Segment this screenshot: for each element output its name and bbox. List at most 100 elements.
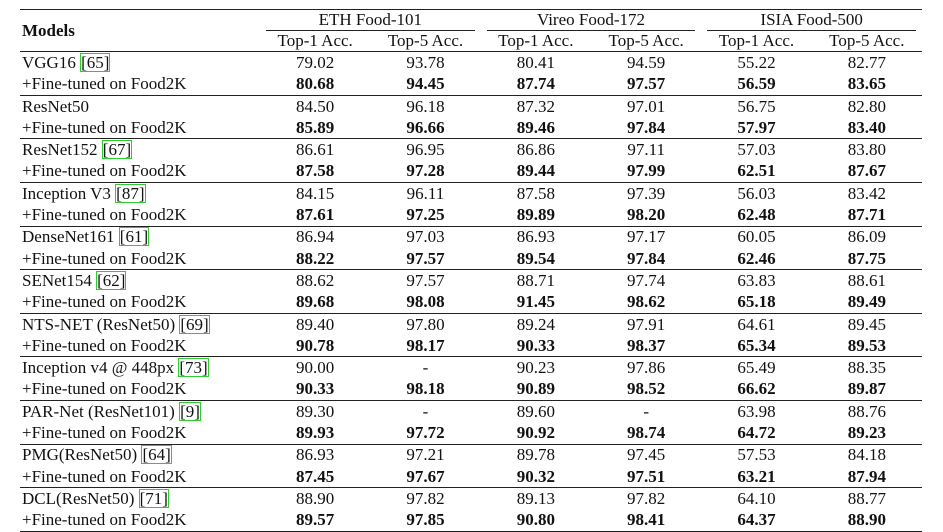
model-cell: PMG(ResNet50) [64] (20, 443, 260, 466)
value-cell: 89.93 (296, 422, 335, 442)
value-cell: 98.62 (627, 292, 666, 312)
value-cell: 56.75 (701, 94, 812, 118)
model-cell: Inception V3 [87] (20, 182, 260, 205)
value-cell: 83.65 (847, 74, 886, 94)
table-row: ResNet50 84.50 96.18 87.32 97.01 56.75 82.80 (20, 94, 922, 118)
model-name: DCL(ResNet50) (22, 488, 135, 508)
group-label: ETH Food-101 (266, 10, 475, 32)
value-cell: 55.22 (701, 51, 812, 74)
value-cell: 88.62 (260, 269, 371, 292)
value-cell: 89.60 (480, 400, 591, 423)
model-cell: +Fine-tuned on Food2K (20, 422, 260, 444)
value-cell: 97.72 (406, 422, 445, 442)
table-row: +Fine-tuned on Food2K 88.22 97.57 89.54 97.8… (20, 248, 922, 270)
value-cell: 83.40 (847, 117, 886, 137)
table-body: VGG16 [65] 79.02 93.78 80.41 94.59 55.22 82.77… (20, 51, 922, 532)
citation: [71] (138, 488, 169, 508)
value-cell: 97.84 (627, 248, 666, 268)
value-cell: 97.74 (590, 269, 702, 292)
model-name: VGG16 (22, 52, 76, 72)
value-cell: 97.01 (590, 94, 702, 118)
model-cell: SENet154 [62] (20, 269, 260, 292)
value-cell: 66.62 (737, 379, 776, 399)
model-name: +Fine-tuned on Food2K (22, 466, 187, 486)
value-cell: 97.86 (590, 356, 702, 379)
citation: [67] (101, 140, 133, 160)
value-cell: 88.35 (811, 356, 922, 379)
model-cell: ResNet152 [67] (20, 138, 260, 161)
value-cell: 82.77 (811, 51, 922, 74)
value-cell: 65.18 (737, 292, 776, 312)
value-cell: 97.21 (370, 443, 481, 466)
value-cell: - (590, 400, 702, 423)
model-name: +Fine-tuned on Food2K (22, 161, 187, 181)
model-cell: +Fine-tuned on Food2K (20, 379, 260, 401)
value-cell: 88.90 (260, 487, 371, 510)
model-cell: +Fine-tuned on Food2K (20, 161, 260, 183)
metric-header: Top-5 Acc. (370, 31, 481, 53)
value-cell: 89.23 (847, 422, 886, 442)
group-label: ISIA Food-500 (707, 10, 916, 32)
value-cell: 89.40 (260, 312, 371, 336)
value-cell: 62.48 (737, 205, 776, 225)
value-cell: 96.11 (370, 182, 481, 205)
value-cell: 89.54 (516, 248, 555, 268)
value-cell: 64.10 (701, 487, 812, 510)
value-cell: 97.91 (590, 312, 702, 336)
value-cell: 64.61 (701, 312, 812, 336)
value-cell: 62.46 (737, 248, 776, 268)
value-cell: 90.00 (260, 356, 371, 379)
model-cell: ResNet50 (20, 94, 260, 118)
value-cell: 89.78 (480, 443, 591, 466)
table-row: +Fine-tuned on Food2K 85.89 96.66 89.46 97.8… (20, 117, 922, 139)
model-name: +Fine-tuned on Food2K (22, 205, 187, 225)
model-name: PMG(ResNet50) (22, 445, 138, 465)
value-cell: 89.13 (480, 487, 591, 510)
table-row: ResNet152 [67] 86.61 96.95 86.86 97.11 57.03 8… (20, 138, 922, 161)
value-cell: 87.71 (847, 205, 886, 225)
table-row: +Fine-tuned on Food2K 90.33 98.18 90.89 98.5… (20, 379, 922, 401)
value-cell: 84.15 (260, 182, 371, 205)
value-cell: 90.23 (480, 356, 591, 379)
citation: [73] (178, 358, 209, 378)
value-cell: 80.68 (296, 74, 335, 94)
value-cell: 80.41 (480, 51, 591, 74)
table-row: Inception v4 @ 448px [73] 90.00-90.23 97.8… (20, 356, 922, 379)
value-cell: 88.76 (811, 400, 922, 423)
value-cell: 87.61 (296, 205, 335, 225)
value-cell: 89.57 (260, 509, 371, 532)
model-name: +Fine-tuned on Food2K (22, 248, 187, 268)
value-cell: 88.71 (480, 269, 591, 292)
value-cell: 87.58 (296, 161, 335, 181)
value-cell: 90.92 (516, 422, 555, 442)
model-name: ResNet152 (22, 140, 98, 160)
value-cell: 97.82 (590, 487, 702, 510)
value-cell: 97.80 (370, 312, 481, 336)
model-name: SENet154 (22, 270, 92, 290)
value-cell: 97.51 (627, 466, 666, 486)
value-cell: 64.37 (701, 509, 812, 532)
value-cell: 56.59 (737, 74, 776, 94)
value-cell: 88.77 (811, 487, 922, 510)
table-row: PMG(ResNet50) [64] 86.93 97.21 89.78 97.45 57… (20, 443, 922, 466)
value-cell: 97.57 (406, 248, 445, 268)
value-cell: 87.75 (847, 248, 886, 268)
value-cell: 86.86 (480, 138, 591, 161)
model-cell: +Fine-tuned on Food2K (20, 292, 260, 314)
citation: [61] (118, 227, 150, 247)
table-row: Inception V3 [87] 84.15 96.11 87.58 97.39 56.… (20, 182, 922, 205)
models-header: Models (20, 8, 260, 52)
value-cell: 82.80 (811, 94, 922, 118)
citation: [65] (80, 52, 111, 72)
model-cell: +Fine-tuned on Food2K (20, 335, 260, 357)
model-cell: NTS-NET (ResNet50) [69] (20, 312, 260, 336)
model-cell: +Fine-tuned on Food2K (20, 117, 260, 139)
value-cell: 57.53 (701, 443, 812, 466)
value-cell: 98.17 (406, 335, 445, 355)
value-cell: 63.21 (737, 466, 776, 486)
model-cell: +Fine-tuned on Food2K (20, 509, 260, 532)
model-name: Inception v4 @ 448px (22, 358, 175, 378)
value-cell: 98.52 (627, 379, 666, 399)
model-name: DenseNet161 (22, 227, 115, 247)
table-row: +Fine-tuned on Food2K 89.93 97.72 90.92 98.7… (20, 422, 922, 444)
